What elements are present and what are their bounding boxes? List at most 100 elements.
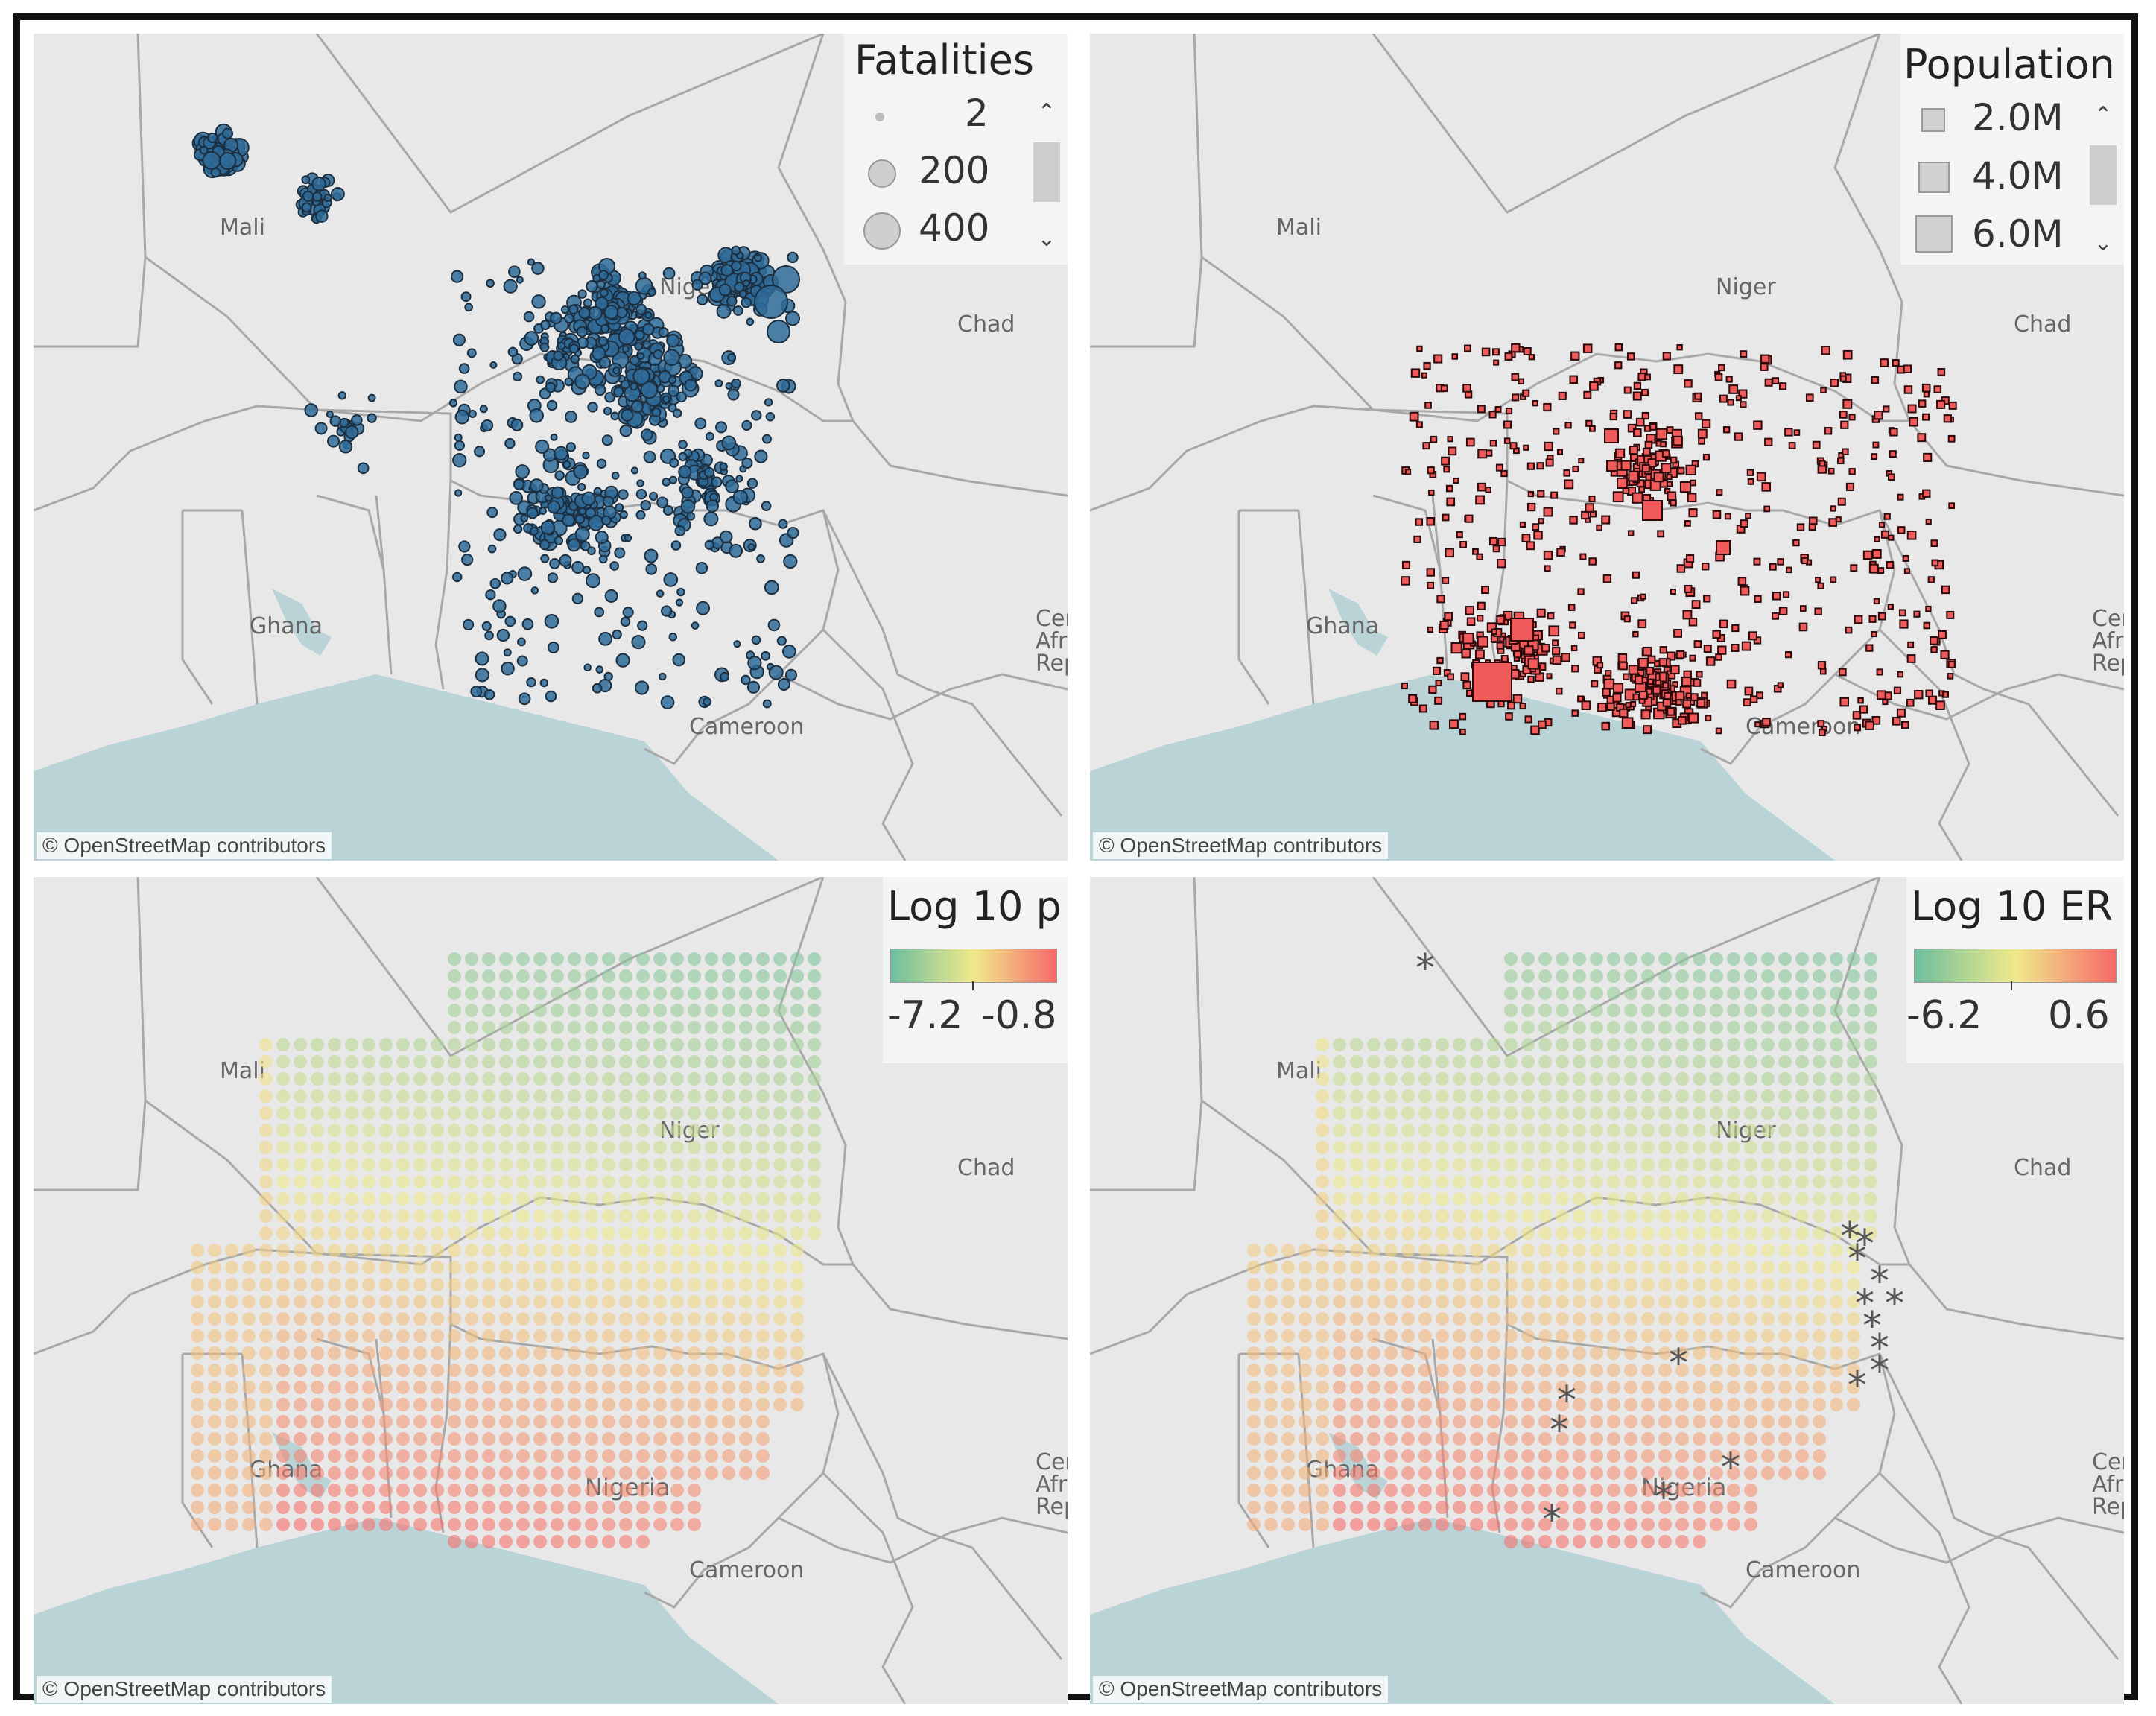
heatmap-cell: [619, 1466, 632, 1480]
heatmap-cell: [653, 1449, 667, 1463]
fatality-marker: [474, 446, 486, 458]
heatmap-cell: [670, 1004, 684, 1017]
heatmap-cell: [1538, 1141, 1552, 1154]
heatmap-cell: [413, 1329, 427, 1343]
heatmap-cell: [362, 1192, 375, 1206]
heatmap-cell: [1658, 1209, 1672, 1223]
heatmap-cell: [431, 1518, 444, 1531]
fatality-marker: [582, 566, 592, 574]
scroll-down-icon[interactable]: ⌄: [2093, 230, 2113, 256]
heatmap-cell: [1556, 1072, 1569, 1086]
heatmap-cell: [756, 1089, 770, 1103]
heatmap-cell: [259, 1346, 273, 1360]
heatmap-cell: [1453, 1175, 1466, 1188]
heatmap-cell: [482, 1381, 495, 1394]
legend-scrollbar[interactable]: ⌃ ⌄: [1030, 98, 1063, 262]
heatmap-cell: [1264, 1364, 1278, 1377]
legend-scrollbar[interactable]: ⌃ ⌄: [2087, 101, 2119, 265]
heatmap-cell: [1418, 1158, 1432, 1171]
heatmap-cell: [739, 1141, 752, 1154]
fatality-marker: [741, 674, 751, 686]
heatmap-cell: [1795, 1381, 1809, 1394]
heatmap-cell: [533, 1398, 547, 1411]
scroll-thumb[interactable]: [1033, 142, 1060, 202]
heatmap-cell: [225, 1244, 238, 1257]
scroll-up-icon[interactable]: ⌃: [2093, 102, 2113, 128]
heatmap-cell: [276, 1226, 290, 1240]
heatmap-cell: [1538, 1004, 1552, 1017]
legend-label: 200: [919, 149, 990, 192]
heatmap-cell: [602, 1295, 615, 1308]
population-marker: [1538, 518, 1544, 525]
population-marker: [1441, 456, 1450, 466]
population-marker: [1436, 656, 1444, 665]
heatmap-cell: [1778, 1312, 1792, 1326]
er-marker: *: [1654, 1475, 1673, 1520]
heatmap-cell: [1778, 1346, 1792, 1360]
population-marker: [1477, 636, 1488, 648]
heatmap-cell: [1658, 1346, 1672, 1360]
fatality-marker: [314, 422, 328, 435]
heatmap-cell: [259, 1518, 273, 1531]
population-marker: [1609, 413, 1617, 421]
heatmap-cell: [756, 1329, 770, 1343]
heatmap-cell: [242, 1244, 256, 1257]
fatality-marker: [550, 433, 558, 441]
heatmap-cell: [739, 1295, 752, 1308]
heatmap-cell: [1350, 1072, 1363, 1086]
log10p-map-panel[interactable]: MaliNigerChadNigeriaGhanaCameroonCentAfr…: [34, 877, 1068, 1704]
population-marker: [1903, 568, 1910, 574]
population-marker: [1459, 712, 1467, 721]
map-attribution[interactable]: © OpenStreetMap contributors: [1093, 832, 1389, 859]
heatmap-cell: [1521, 1004, 1535, 1017]
heatmap-cell: [1590, 1449, 1603, 1463]
heatmap-cell: [1864, 1021, 1877, 1034]
scroll-down-icon[interactable]: ⌄: [1037, 226, 1056, 252]
heatmap-cell: [1538, 1072, 1552, 1086]
heatmap-cell: [551, 1364, 564, 1377]
population-marker: [1460, 672, 1470, 682]
country-border: [34, 877, 147, 1191]
population-marker: [1496, 642, 1504, 650]
map-attribution[interactable]: © OpenStreetMap contributors: [37, 832, 332, 859]
scroll-thumb[interactable]: [2090, 145, 2117, 205]
population-marker: [1808, 523, 1816, 531]
heatmap-cell: [1658, 969, 1672, 983]
heatmap-cell: [294, 1364, 307, 1377]
heatmap-cell: [499, 1261, 513, 1274]
fatality-marker: [550, 311, 562, 325]
heatmap-cell: [294, 1141, 307, 1154]
heatmap-cell: [722, 952, 735, 966]
heatmap-cell: [465, 1192, 478, 1206]
fatality-marker: [529, 478, 544, 493]
heatmap-cell: [808, 1072, 821, 1086]
heatmap-cell: [1573, 1415, 1586, 1428]
fatality-marker: [577, 289, 587, 299]
heatmap-cell: [311, 1158, 324, 1171]
population-marker: [1459, 540, 1468, 548]
heatmap-cell: [670, 952, 684, 966]
fatality-marker: [738, 289, 747, 299]
population-marker: [1744, 686, 1754, 696]
heatmap-cell: [259, 1038, 273, 1051]
heatmap-cell: [294, 1381, 307, 1394]
population-marker: [1764, 378, 1773, 387]
heatmap-cell: [1401, 1312, 1415, 1326]
population-marker: [1401, 576, 1410, 586]
legend-label: 2: [965, 92, 989, 135]
population-marker: [1754, 721, 1761, 728]
heatmap-cell: [208, 1295, 221, 1308]
heatmap-cell: [1795, 1364, 1809, 1377]
population-map-panel[interactable]: MaliNigerChadGhanaCameroonCentAfricRepu …: [1090, 34, 2124, 861]
heatmap-cell: [602, 1209, 615, 1223]
heatmap-cell: [636, 1175, 650, 1188]
heatmap-cell: [533, 1158, 547, 1171]
scroll-up-icon[interactable]: ⌃: [1037, 99, 1056, 125]
heatmap-cell: [276, 1089, 290, 1103]
map-attribution[interactable]: © OpenStreetMap contributors: [1093, 1676, 1389, 1703]
population-marker: [1842, 349, 1853, 360]
log10er-map-panel[interactable]: MaliNigerChadNigeriaGhanaCameroonCentAfr…: [1090, 877, 2124, 1704]
map-attribution[interactable]: © OpenStreetMap contributors: [37, 1676, 332, 1703]
heatmap-cell: [1675, 1055, 1689, 1068]
fatalities-map-panel[interactable]: MaliNigerChadGhanaCameroonCentAfricRepu …: [34, 34, 1068, 861]
